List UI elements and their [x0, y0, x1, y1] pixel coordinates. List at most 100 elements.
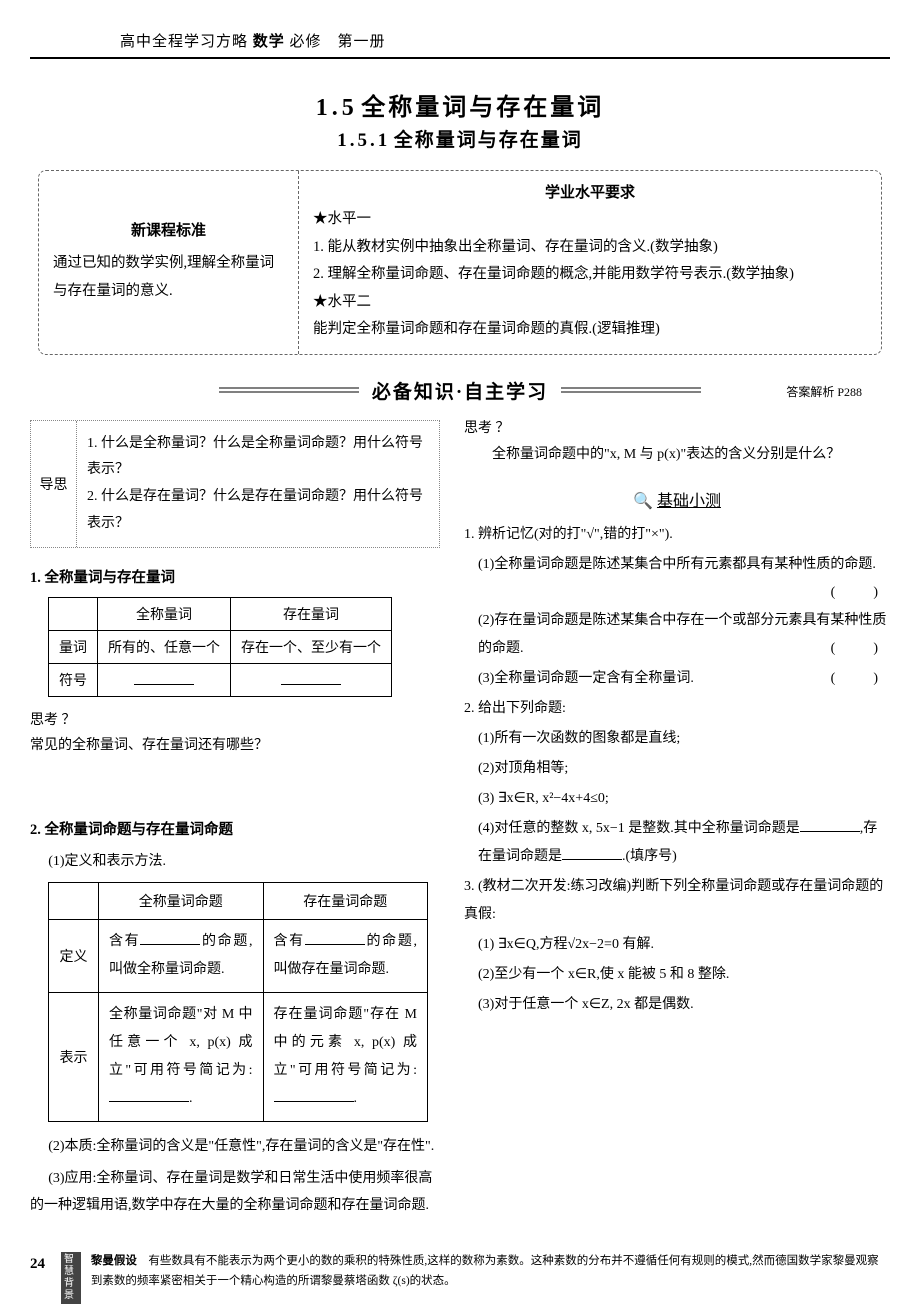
- text: 全称量词命题"对 M 中任意一个 x, p(x) 成立"可用符号简记为:: [109, 1007, 253, 1078]
- q1-3: (3)全称量词命题一定含有全称量词.( ): [464, 665, 890, 693]
- page-header: 高中全程学习方略 数学 必修 第一册: [30, 30, 890, 59]
- s2-th1: 全称量词命题: [99, 882, 264, 919]
- s1-r2-c2: [231, 664, 392, 697]
- q3-3: (3)对于任意一个 x∈Z, 2x 都是偶数.: [464, 991, 890, 1019]
- right-column: 思考 ？ 全称量词命题中的"x, M 与 p(x)"表达的含义分别是什么？ 🔍 …: [464, 416, 890, 1220]
- q2: 2. 给出下列命题:: [464, 695, 890, 723]
- q3-2: (2)至少有一个 x∈R,使 x 能被 5 和 8 整除.: [464, 961, 890, 989]
- s1-th1: 全称量词: [98, 598, 231, 631]
- standards-left-header: 新课程标准: [53, 219, 284, 240]
- level1: ★水平一: [313, 206, 867, 234]
- s2-p3: (3)应用:全称量词、存在量词是数学和日常生活中使用频率很高的一种逻辑用语,数学…: [30, 1166, 440, 1219]
- s2-r1-label: 定义: [49, 919, 99, 992]
- text: 含有: [109, 934, 140, 949]
- blank: [140, 931, 200, 945]
- guide-q2: 2. 什么是存在量词？什么是存在量词命题？用什么符号表示？: [87, 484, 429, 537]
- q1-2: (2)存在量词命题是陈述某集合中存在一个或部分元素具有某种性质的命题.( ): [464, 607, 890, 663]
- q2-4: (4)对任意的整数 x, 5x−1 是整数.其中全称量词命题是,存在量词命题是.…: [464, 815, 890, 871]
- s1-think-label: 思考 ？: [30, 709, 440, 729]
- standards-box: 新课程标准 通过已知的数学实例,理解全称量词与存在量词的意义. 学业水平要求 ★…: [38, 170, 882, 355]
- q2-1: (1)所有一次函数的图象都是直线;: [464, 725, 890, 753]
- s1-th2: 存在量词: [231, 598, 392, 631]
- s1-heading: 1. 全称量词与存在量词: [30, 566, 440, 587]
- question-list: 1. 辨析记忆(对的打"√",错的打"×"). (1)全称量词命题是陈述某集合中…: [464, 521, 890, 1019]
- footer-title: 黎曼假设: [91, 1255, 137, 1267]
- s2-r2-label: 表示: [49, 992, 99, 1121]
- s1-r2-label: 符号: [49, 664, 98, 697]
- banner-text: 必备知识·自主学习: [372, 377, 548, 404]
- columns: 导思 1. 什么是全称量词？什么是全称量词命题？用什么符号表示？ 2. 什么是存…: [30, 416, 890, 1220]
- guide-label: 导思: [31, 421, 77, 547]
- subsection-number: 1.5.1: [337, 130, 390, 152]
- banner-line-left: [219, 385, 359, 395]
- q3: 3. (教材二次开发:练习改编)判断下列全称量词命题或存在量词命题的真假:: [464, 873, 890, 929]
- blank: [134, 671, 194, 685]
- q2-3: (3) ∃x∈R, x²−4x+4≤0;: [464, 785, 890, 813]
- subject: 数学: [253, 34, 285, 50]
- text: 含有: [274, 934, 305, 949]
- q1: 1. 辨析记忆(对的打"√",错的打"×").: [464, 521, 890, 549]
- s1-table: 全称量词 存在量词 量词 所有的、任意一个 存在一个、至少有一个 符号: [48, 597, 392, 697]
- answer-ref: 答案解析 P288: [786, 383, 862, 400]
- blank: [305, 931, 365, 945]
- text: .(填序号): [622, 849, 677, 864]
- s1-r1-label: 量词: [49, 631, 98, 664]
- left-column: 导思 1. 什么是全称量词？什么是全称量词命题？用什么符号表示？ 2. 什么是存…: [30, 416, 440, 1220]
- footer: 24 智慧 背景 黎曼假设 有些数具有不能表示为两个更小的数的乘积的特殊性质,这…: [30, 1252, 890, 1304]
- blank: [562, 846, 622, 860]
- text: (4)对任意的整数 x, 5x−1 是整数.其中全称量词命题是: [478, 821, 800, 836]
- practice-banner: 🔍 基础小测: [464, 487, 890, 511]
- titles: 1.5 全称量词与存在量词 1.5.1 全称量词与存在量词: [30, 87, 890, 152]
- text: (2)存在量词命题是陈述某集合中存在一个或部分元素具有某种性质的命题.: [478, 613, 886, 656]
- text: 存在量词命题"存在 M 中的元素 x, p(x) 成立"可用符号简记为:: [274, 1007, 418, 1078]
- standards-right: 学业水平要求 ★水平一 1. 能从教材实例中抽象出全称量词、存在量词的含义.(数…: [299, 171, 881, 354]
- s2-r1-c2: 含有的命题,叫做存在量词命题.: [263, 919, 428, 992]
- section-title: 全称量词与存在量词: [361, 95, 604, 121]
- req2: 2. 理解全称量词命题、存在量词命题的概念,并能用数学符号表示.(数学抽象): [313, 261, 867, 289]
- text: 智慧: [64, 1254, 74, 1277]
- s1-r2-c1: [98, 664, 231, 697]
- guide-box: 导思 1. 什么是全称量词？什么是全称量词命题？用什么符号表示？ 2. 什么是存…: [30, 420, 440, 548]
- standards-left: 新课程标准 通过已知的数学实例,理解全称量词与存在量词的意义.: [39, 171, 299, 354]
- knowledge-banner: 必备知识·自主学习 答案解析 P288: [30, 377, 890, 404]
- paren: ( ): [831, 579, 890, 607]
- right-think-q: 全称量词命题中的"x, M 与 p(x)"表达的含义分别是什么？: [464, 442, 890, 469]
- magnifier-icon: 🔍: [633, 493, 653, 510]
- q2-2: (2)对顶角相等;: [464, 755, 890, 783]
- standards-left-text: 通过已知的数学实例,理解全称量词与存在量词的意义.: [53, 250, 284, 305]
- subsection-title: 全称量词与存在量词: [394, 130, 583, 151]
- section-number: 1.5: [316, 95, 358, 121]
- blank: [109, 1088, 189, 1102]
- guide-content: 1. 什么是全称量词？什么是全称量词命题？用什么符号表示？ 2. 什么是存在量词…: [77, 421, 439, 547]
- guide-q1: 1. 什么是全称量词？什么是全称量词命题？用什么符号表示？: [87, 431, 429, 484]
- q3-1: (1) ∃x∈Q,方程√2x−2=0 有解.: [464, 931, 890, 959]
- footer-badge: 智慧 背景: [61, 1252, 81, 1304]
- text: (3)全称量词命题一定含有全称量词.: [478, 671, 694, 686]
- s2-r2-c2: 存在量词命题"存在 M 中的元素 x, p(x) 成立"可用符号简记为:.: [263, 992, 428, 1121]
- s1-th-empty: [49, 598, 98, 631]
- course-name: 高中全程学习方略: [120, 34, 248, 50]
- s2-r1-c1: 含有的命题,叫做全称量词命题.: [99, 919, 264, 992]
- blank: [281, 671, 341, 685]
- footer-text: 黎曼假设 有些数具有不能表示为两个更小的数的乘积的特殊性质,这样的数称为素数。这…: [91, 1252, 890, 1291]
- req1: 1. 能从教材实例中抽象出全称量词、存在量词的含义.(数学抽象): [313, 234, 867, 262]
- s1-r1-c1: 所有的、任意一个: [98, 631, 231, 664]
- q1-1: (1)全称量词命题是陈述某集合中所有元素都具有某种性质的命题.( ): [464, 551, 890, 579]
- page-number: 24: [30, 1252, 45, 1278]
- paren: ( ): [831, 635, 890, 663]
- blank: [800, 818, 860, 832]
- s2-th-empty: [49, 882, 99, 919]
- s1-think-q: 常见的全称量词、存在量词还有哪些？: [30, 733, 440, 758]
- right-think: 思考 ？ 全称量词命题中的"x, M 与 p(x)"表达的含义分别是什么？: [464, 416, 890, 469]
- req3: 能判定全称量词命题和存在量词命题的真假.(逻辑推理): [313, 316, 867, 344]
- s1-r1-c2: 存在一个、至少有一个: [231, 631, 392, 664]
- banner-line-right: [561, 385, 701, 395]
- s2-r2-c1: 全称量词命题"对 M 中任意一个 x, p(x) 成立"可用符号简记为:.: [99, 992, 264, 1121]
- text: (1)全称量词命题是陈述某集合中所有元素都具有某种性质的命题.: [478, 557, 876, 572]
- volume: 必修 第一册: [290, 34, 386, 50]
- standards-right-content: ★水平一 1. 能从教材实例中抽象出全称量词、存在量词的含义.(数学抽象) 2.…: [313, 206, 867, 344]
- footer-body: 有些数具有不能表示为两个更小的数的乘积的特殊性质,这样的数称为素数。这种素数的分…: [91, 1255, 879, 1287]
- level2: ★水平二: [313, 289, 867, 317]
- right-think-label: 思考 ？: [464, 416, 890, 443]
- text: 背景: [64, 1278, 74, 1301]
